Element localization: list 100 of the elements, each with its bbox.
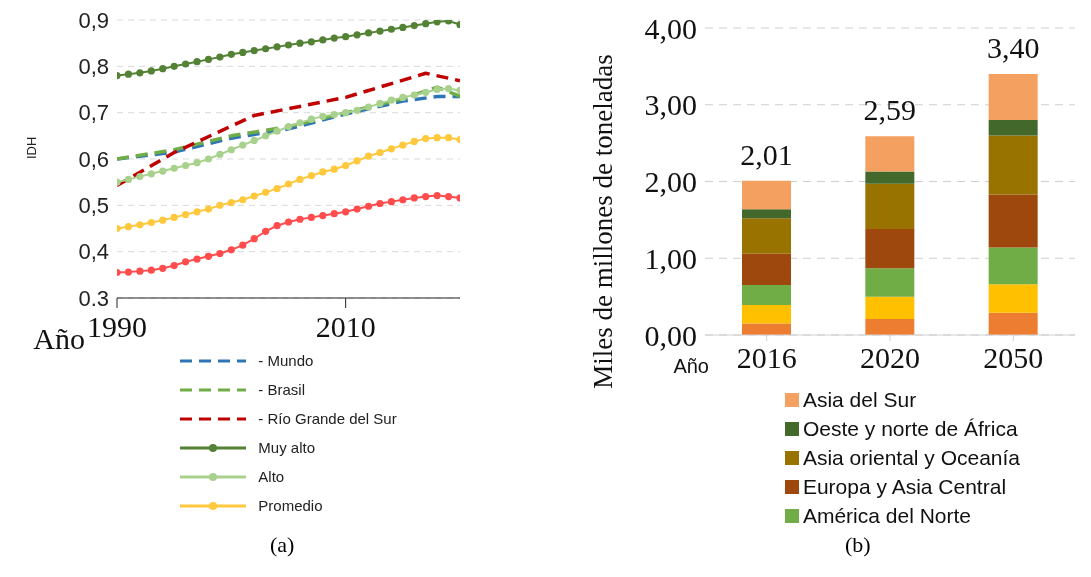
point [422,192,430,201]
legend-label: Oeste y norte de África [802,416,1018,441]
point [170,164,178,172]
point [124,70,133,78]
point [239,141,247,149]
bar [742,218,791,254]
point [387,198,395,206]
point [182,211,190,219]
point [353,106,361,114]
point [273,185,281,193]
bar [865,296,915,319]
point [296,39,304,47]
bar [988,120,1038,136]
bar [742,209,791,219]
point [273,43,281,51]
point [182,258,190,266]
point [387,96,395,104]
point [307,213,315,221]
total-label: 2,01 [740,137,793,171]
point [262,45,270,53]
bar [865,268,915,297]
x-tick-label: 2016 [736,341,797,375]
point [353,31,361,39]
bar [742,323,791,335]
point [376,27,384,35]
point [147,170,155,178]
point [284,180,293,188]
point [319,168,327,176]
bar [988,135,1038,195]
point [193,58,201,66]
y-tick-label: 0,8 [78,54,109,80]
point [227,50,235,58]
point [444,134,453,142]
x-tick-label: 2010 [315,310,376,344]
y-tick-label: 1,00 [644,241,697,275]
point [182,60,190,68]
point [227,146,235,154]
x-tick-label: 2020 [860,341,920,375]
x-axis-title: Año [33,321,85,355]
point [307,115,315,123]
point [170,261,178,270]
y-tick-label: 0.3 [78,285,109,311]
point [433,134,441,142]
point [296,119,304,127]
point [239,196,247,204]
y-tick-label: 0,6 [78,146,109,172]
point [273,127,281,135]
point [410,21,418,30]
point [227,198,235,207]
x-tick-label: 2050 [983,341,1044,375]
point [193,208,201,216]
point [364,152,373,160]
point [399,23,407,32]
bar [742,305,791,324]
point [433,192,441,200]
point [319,211,327,220]
point [399,196,407,204]
bar [988,312,1038,335]
y-tick-label: 0,5 [78,193,109,219]
point [147,67,155,75]
point [410,137,418,145]
bar [742,253,791,286]
point [376,99,384,107]
point [250,192,258,200]
legend-label: América del Norte [802,503,971,528]
point [410,91,418,99]
point [364,202,373,210]
point [410,194,418,202]
point [353,205,361,213]
point [342,161,350,170]
point [319,112,327,120]
point [444,84,453,93]
point [136,173,144,181]
point [216,150,224,158]
point [239,48,247,57]
total-label: 3,40 [986,31,1040,65]
legend-label: - Brasil [258,381,305,398]
bar [865,318,915,335]
point [284,122,293,131]
bar [742,285,791,306]
legend-label: Alto [258,468,285,485]
point [433,20,441,26]
bar [988,247,1038,285]
y-tick-label: 0,4 [78,239,109,265]
point [204,155,213,163]
legend-label: Asia del Sur [802,387,917,412]
legend-label: - Mundo [258,352,314,369]
point [330,34,338,42]
point [364,103,373,111]
point [124,223,133,231]
point [399,141,407,149]
point [216,53,224,61]
point [296,175,304,183]
y-axis-title: IDH [23,136,39,159]
point [216,201,224,209]
point [147,218,155,227]
y-tick-label: 0,00 [644,318,697,352]
point [422,135,430,143]
y-tick-label: 2,00 [644,165,697,199]
y-tick-label: 0,7 [78,100,109,126]
